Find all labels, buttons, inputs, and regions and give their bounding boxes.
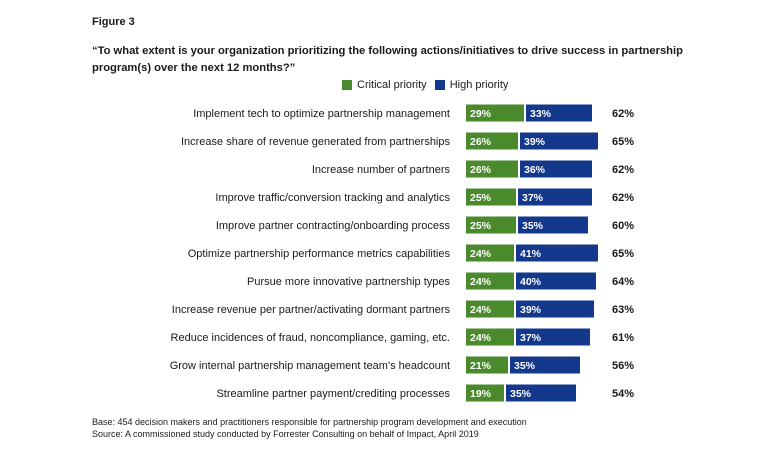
legend-label-high: High priority bbox=[449, 79, 509, 91]
bar-segment-high bbox=[506, 384, 576, 402]
data-label-high: 40% bbox=[520, 276, 542, 288]
bar-segment-high bbox=[520, 132, 598, 150]
bar-segment-high bbox=[518, 216, 588, 234]
bar-segment-critical bbox=[466, 356, 508, 374]
bar-segment-critical bbox=[466, 272, 514, 290]
category-label: Increase number of partners bbox=[312, 164, 451, 176]
data-label-critical: 19% bbox=[470, 388, 492, 400]
data-label-high: 35% bbox=[522, 220, 544, 232]
category-label: Implement tech to optimize partnership m… bbox=[193, 108, 450, 120]
category-label: Increase share of revenue generated from… bbox=[181, 136, 451, 148]
total-label: 62% bbox=[612, 108, 634, 120]
bar-segment-critical bbox=[466, 132, 518, 150]
data-label-high: 36% bbox=[524, 164, 546, 176]
category-label: Streamline partner payment/crediting pro… bbox=[216, 388, 450, 400]
bar-segment-critical bbox=[466, 216, 516, 234]
data-label-critical: 25% bbox=[470, 220, 492, 232]
category-label: Optimize partnership performance metrics… bbox=[188, 248, 451, 260]
total-label: 54% bbox=[612, 388, 634, 400]
data-label-critical: 25% bbox=[470, 192, 492, 204]
legend-item-critical: Critical priority bbox=[342, 79, 427, 91]
category-label: Improve partner contracting/onboarding p… bbox=[216, 220, 451, 232]
footnote-base: Base: 454 decision makers and practition… bbox=[92, 417, 527, 427]
data-label-high: 41% bbox=[520, 248, 542, 260]
data-label-critical: 29% bbox=[470, 108, 492, 120]
data-label-critical: 24% bbox=[470, 304, 492, 316]
category-label: Grow internal partnership management tea… bbox=[170, 360, 450, 372]
data-label-critical: 21% bbox=[470, 360, 492, 372]
data-label-high: 39% bbox=[520, 304, 542, 316]
data-label-high: 33% bbox=[530, 108, 552, 120]
chart-legend: Critical priority High priority bbox=[342, 79, 516, 91]
data-label-critical: 24% bbox=[470, 248, 492, 260]
bar-segment-critical bbox=[466, 300, 514, 318]
legend-label-critical: Critical priority bbox=[357, 79, 427, 91]
data-label-critical: 26% bbox=[470, 136, 492, 148]
data-label-high: 35% bbox=[514, 360, 536, 372]
data-label-critical: 24% bbox=[470, 332, 492, 344]
figure-label: Figure 3 bbox=[92, 16, 135, 28]
category-label: Increase revenue per partner/activating … bbox=[172, 304, 451, 316]
bar-segment-high bbox=[518, 188, 592, 206]
bar-segment-critical bbox=[466, 384, 504, 402]
total-label: 61% bbox=[612, 332, 634, 344]
data-label-high: 35% bbox=[510, 388, 532, 400]
legend-item-high: High priority bbox=[434, 79, 509, 91]
data-label-high: 37% bbox=[520, 332, 542, 344]
footnote-source: Source: A commissioned study conducted b… bbox=[92, 429, 479, 439]
bar-segment-high bbox=[520, 160, 592, 178]
total-label: 62% bbox=[612, 192, 634, 204]
bar-segment-high bbox=[516, 272, 596, 290]
total-label: 64% bbox=[612, 276, 634, 288]
bar-segment-high bbox=[516, 328, 590, 346]
bar-segment-high bbox=[510, 356, 580, 374]
category-label: Pursue more innovative partnership types bbox=[247, 276, 450, 288]
footnotes: Base: 454 decision makers and practition… bbox=[92, 416, 527, 440]
total-label: 60% bbox=[612, 220, 634, 232]
bar-segment-high bbox=[516, 300, 594, 318]
legend-swatch-high bbox=[434, 80, 445, 90]
bar-segment-high bbox=[516, 244, 598, 262]
bar-segment-critical bbox=[466, 104, 524, 122]
bar-segment-high bbox=[526, 104, 592, 122]
bar-segment-critical bbox=[466, 160, 518, 178]
data-label-critical: 24% bbox=[470, 276, 492, 288]
bar-segment-critical bbox=[466, 244, 514, 262]
legend-swatch-critical bbox=[342, 80, 352, 90]
total-label: 56% bbox=[612, 360, 634, 372]
total-label: 65% bbox=[612, 248, 634, 260]
total-label: 65% bbox=[612, 136, 634, 148]
total-label: 62% bbox=[612, 164, 634, 176]
data-label-critical: 26% bbox=[470, 164, 492, 176]
data-label-high: 39% bbox=[524, 136, 546, 148]
data-label-high: 37% bbox=[522, 192, 544, 204]
bar-segment-critical bbox=[466, 328, 514, 346]
chart-question-title: “To what extent is your organization pri… bbox=[92, 45, 683, 74]
bar-segment-critical bbox=[466, 188, 516, 206]
category-label: Improve traffic/conversion tracking and … bbox=[215, 192, 450, 204]
total-label: 63% bbox=[612, 304, 634, 316]
category-label: Reduce incidences of fraud, noncomplianc… bbox=[171, 332, 450, 344]
